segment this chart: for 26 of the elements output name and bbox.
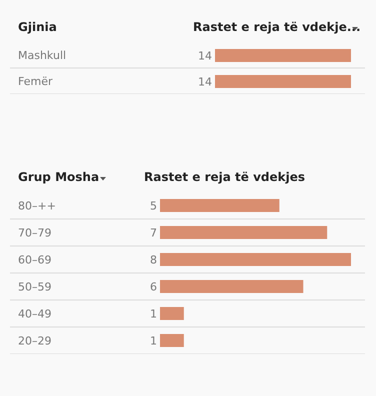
data-label: 14 bbox=[198, 75, 212, 88]
data-label: 8 bbox=[150, 253, 157, 266]
y-tick-label: Femër bbox=[18, 75, 53, 88]
x-axis-title: Rastet e reja të vdekje... bbox=[193, 20, 361, 34]
bar bbox=[160, 280, 304, 293]
data-label: 1 bbox=[150, 334, 157, 348]
data-label: 6 bbox=[150, 280, 157, 294]
y-tick-label: 80–++ bbox=[18, 200, 56, 212]
y-tick-label: 50–59 bbox=[18, 280, 52, 294]
data-label: 1 bbox=[150, 307, 157, 320]
y-tick-label: 70–79 bbox=[18, 226, 52, 240]
data-label: 7 bbox=[150, 226, 157, 240]
y-axis-title: Grup Mosha bbox=[18, 170, 100, 184]
y-axis-title: Gjinia bbox=[18, 20, 57, 34]
bar bbox=[160, 307, 184, 320]
y-tick-label: Mashkull bbox=[18, 49, 66, 62]
data-label: 5 bbox=[150, 199, 157, 212]
y-tick-label: 60–69 bbox=[18, 254, 52, 266]
data-label: 14 bbox=[198, 49, 212, 62]
y-tick-label: 20–29 bbox=[18, 334, 52, 348]
y-tick-label: 40–49 bbox=[18, 308, 52, 320]
bar bbox=[160, 253, 351, 266]
bar bbox=[160, 199, 280, 212]
bar bbox=[160, 226, 328, 239]
x-axis-title: Rastet e reja të vdekjes bbox=[144, 170, 306, 184]
bar bbox=[160, 334, 184, 347]
